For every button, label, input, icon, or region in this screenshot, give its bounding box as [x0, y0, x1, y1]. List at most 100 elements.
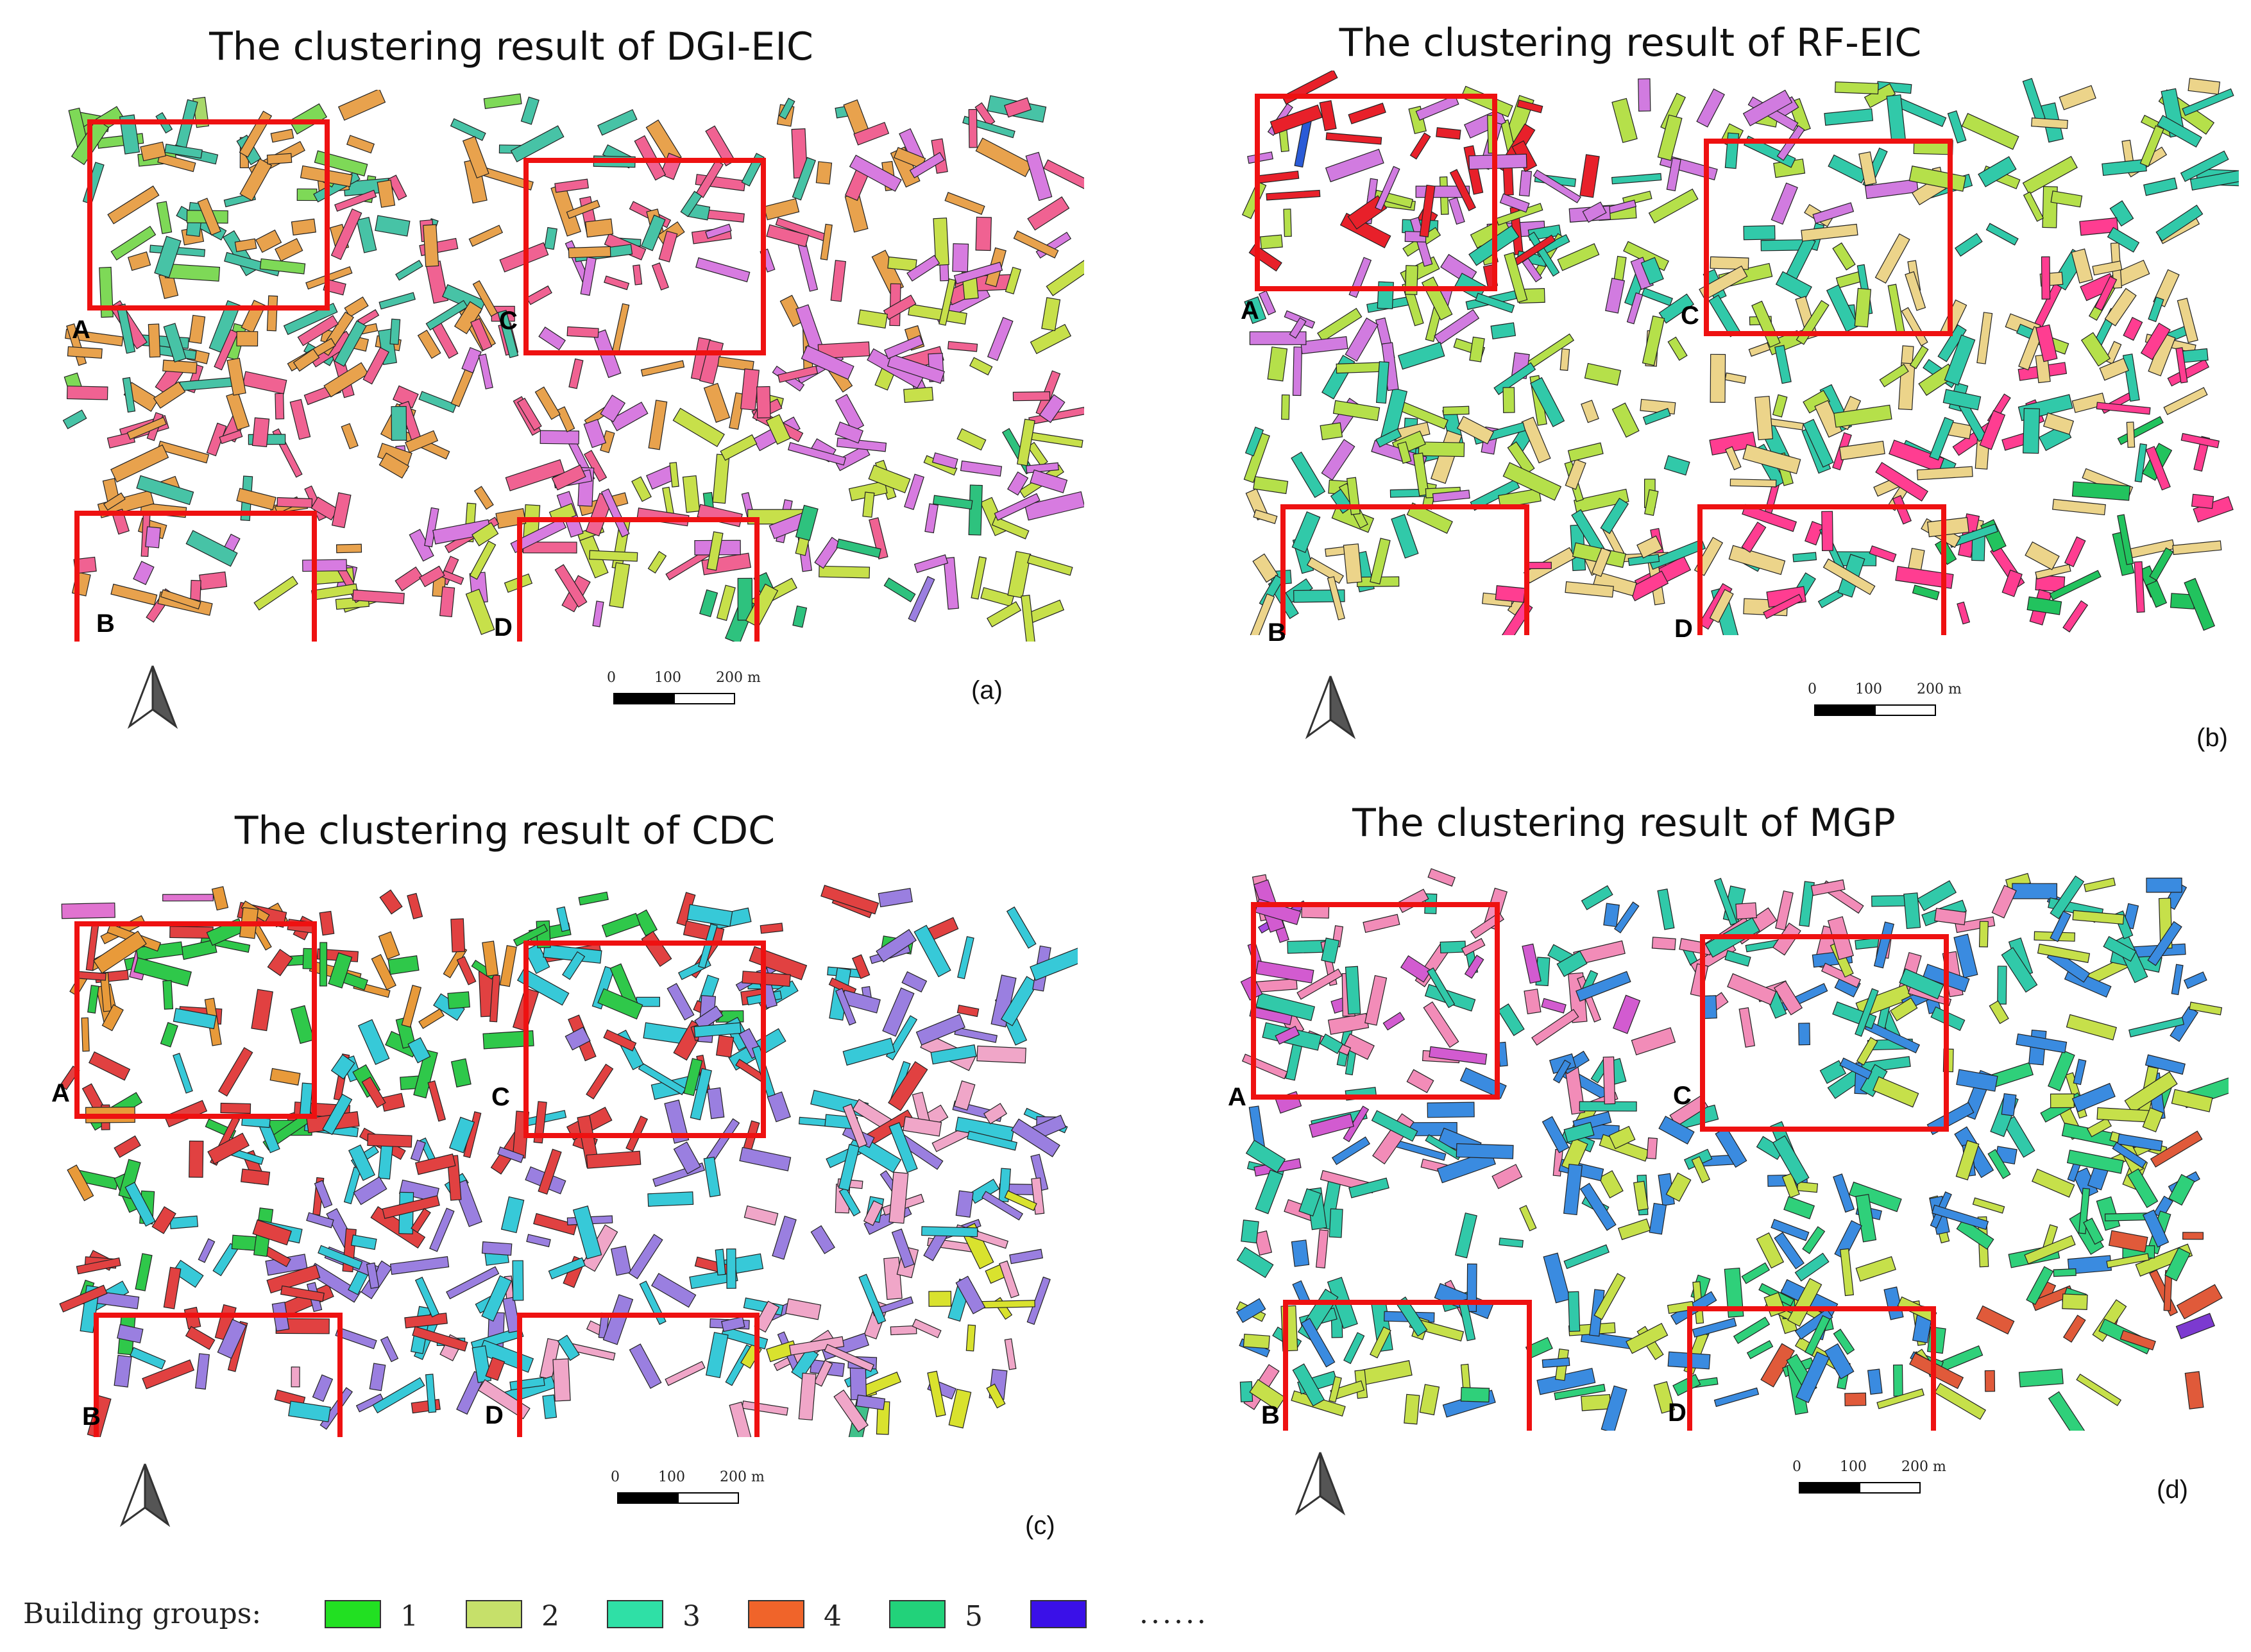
- building: [2142, 1107, 2164, 1133]
- building: [1455, 1212, 1477, 1259]
- building: [1942, 389, 1982, 411]
- building: [2117, 416, 2164, 445]
- building: [1844, 1392, 1867, 1406]
- building: [61, 902, 115, 919]
- building: [1874, 233, 1910, 284]
- building: [534, 386, 561, 420]
- building: [1320, 422, 1343, 441]
- building: [2072, 910, 2125, 925]
- building: [185, 1325, 216, 1350]
- building: [1972, 1197, 2005, 1214]
- building: [1742, 444, 1801, 475]
- building: [1516, 99, 1543, 114]
- building: [726, 1248, 736, 1289]
- building: [76, 1257, 121, 1275]
- building: [482, 1030, 534, 1050]
- building: [2182, 1232, 2204, 1240]
- building: [665, 1361, 706, 1386]
- building: [2018, 1368, 2064, 1388]
- building: [322, 1093, 353, 1136]
- building: [1507, 441, 1535, 475]
- building: [868, 464, 911, 493]
- building: [418, 391, 457, 413]
- building: [2146, 580, 2168, 608]
- building: [1567, 442, 1604, 463]
- building: [953, 261, 1003, 284]
- building: [1434, 309, 1480, 345]
- building: [1030, 469, 1068, 493]
- building: [1648, 188, 1699, 224]
- building: [1565, 581, 1614, 598]
- building: [987, 317, 1014, 361]
- panel-title: The clustering result of DGI-EIC: [209, 24, 813, 69]
- building: [1713, 878, 1738, 926]
- building: [447, 991, 470, 1009]
- building: [224, 251, 281, 277]
- building: [516, 967, 570, 1006]
- building: [1270, 104, 1323, 135]
- highlight-box-d: [1697, 504, 1946, 635]
- building: [2147, 921, 2182, 966]
- building: [556, 406, 575, 432]
- building: [1944, 334, 1976, 386]
- building: [785, 1298, 822, 1320]
- building: [2001, 947, 2038, 993]
- building: [1493, 362, 1536, 395]
- building: [387, 175, 407, 201]
- building: [211, 886, 229, 911]
- building: [1249, 1379, 1286, 1411]
- building: [838, 1187, 861, 1217]
- building: [1327, 576, 1345, 620]
- building: [1440, 941, 1466, 954]
- building: [66, 386, 108, 400]
- panel-title: The clustering result of MGP: [1352, 801, 1896, 846]
- building: [1521, 416, 1551, 464]
- building: [2049, 570, 2102, 601]
- building: [410, 1139, 426, 1162]
- building: [554, 564, 588, 608]
- building: [1741, 522, 1767, 553]
- building: [953, 1080, 976, 1111]
- building: [1839, 441, 1885, 461]
- building: [1917, 880, 1957, 912]
- building: [591, 966, 615, 1010]
- building: [788, 1336, 845, 1356]
- building: [754, 1300, 780, 1333]
- building: [651, 262, 669, 291]
- legend-number: 3: [683, 1600, 701, 1633]
- building: [520, 96, 539, 125]
- building: [1724, 372, 1747, 384]
- building: [1321, 355, 1355, 400]
- building: [341, 423, 359, 450]
- building: [1626, 292, 1644, 325]
- building: [1576, 971, 1631, 1002]
- building: [1763, 593, 1803, 619]
- building: [1406, 1069, 1434, 1093]
- building: [1024, 491, 1084, 521]
- building: [185, 530, 238, 567]
- building: [312, 1374, 334, 1402]
- building: [1241, 181, 1267, 219]
- building: [1377, 281, 1394, 310]
- building: [2037, 943, 2091, 964]
- building: [932, 495, 973, 510]
- building: [1663, 455, 1690, 476]
- building: [450, 366, 475, 407]
- building: [99, 972, 112, 1012]
- building: [1912, 584, 1940, 600]
- building: [1976, 1305, 2015, 1335]
- building: [405, 430, 439, 454]
- building: [819, 565, 871, 579]
- building: [118, 1159, 141, 1199]
- building: [234, 238, 257, 252]
- building: [1236, 1298, 1266, 1324]
- building: [183, 1306, 201, 1330]
- building: [999, 1260, 1020, 1299]
- building: [980, 1300, 1035, 1309]
- building: [297, 315, 339, 346]
- building: [1554, 1384, 1606, 1401]
- building: [449, 1116, 475, 1154]
- building: [2189, 168, 2239, 191]
- building: [1997, 966, 2007, 1005]
- building: [1642, 407, 1671, 425]
